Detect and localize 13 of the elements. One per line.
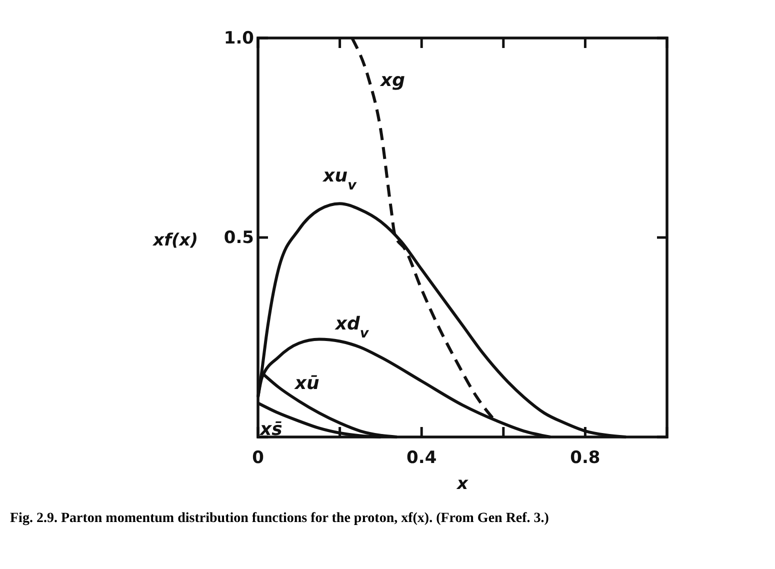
caption: Fig. 2.9. Parton momentum distribution functions for the proton, xf(x). (From Gen Ref. 3.) bbox=[10, 510, 550, 528]
x-tick-label: 0.4 bbox=[406, 448, 437, 468]
y-tick-label: 0.5 bbox=[224, 228, 254, 248]
series-label: xū bbox=[294, 373, 320, 394]
y-axis-title: xf(x) bbox=[152, 230, 198, 250]
x-tick-label: 0 bbox=[252, 448, 264, 468]
x-tick-label: 0.8 bbox=[570, 448, 600, 468]
series-label: xd$_{v}$ bbox=[334, 313, 370, 342]
x-axis-title: x bbox=[456, 474, 470, 494]
series-label: xu$_{v}$ bbox=[322, 166, 358, 194]
series-label: xs̄ bbox=[259, 419, 283, 440]
y-tick-label: 1.0 bbox=[224, 28, 254, 48]
series-label: xg bbox=[380, 70, 406, 91]
